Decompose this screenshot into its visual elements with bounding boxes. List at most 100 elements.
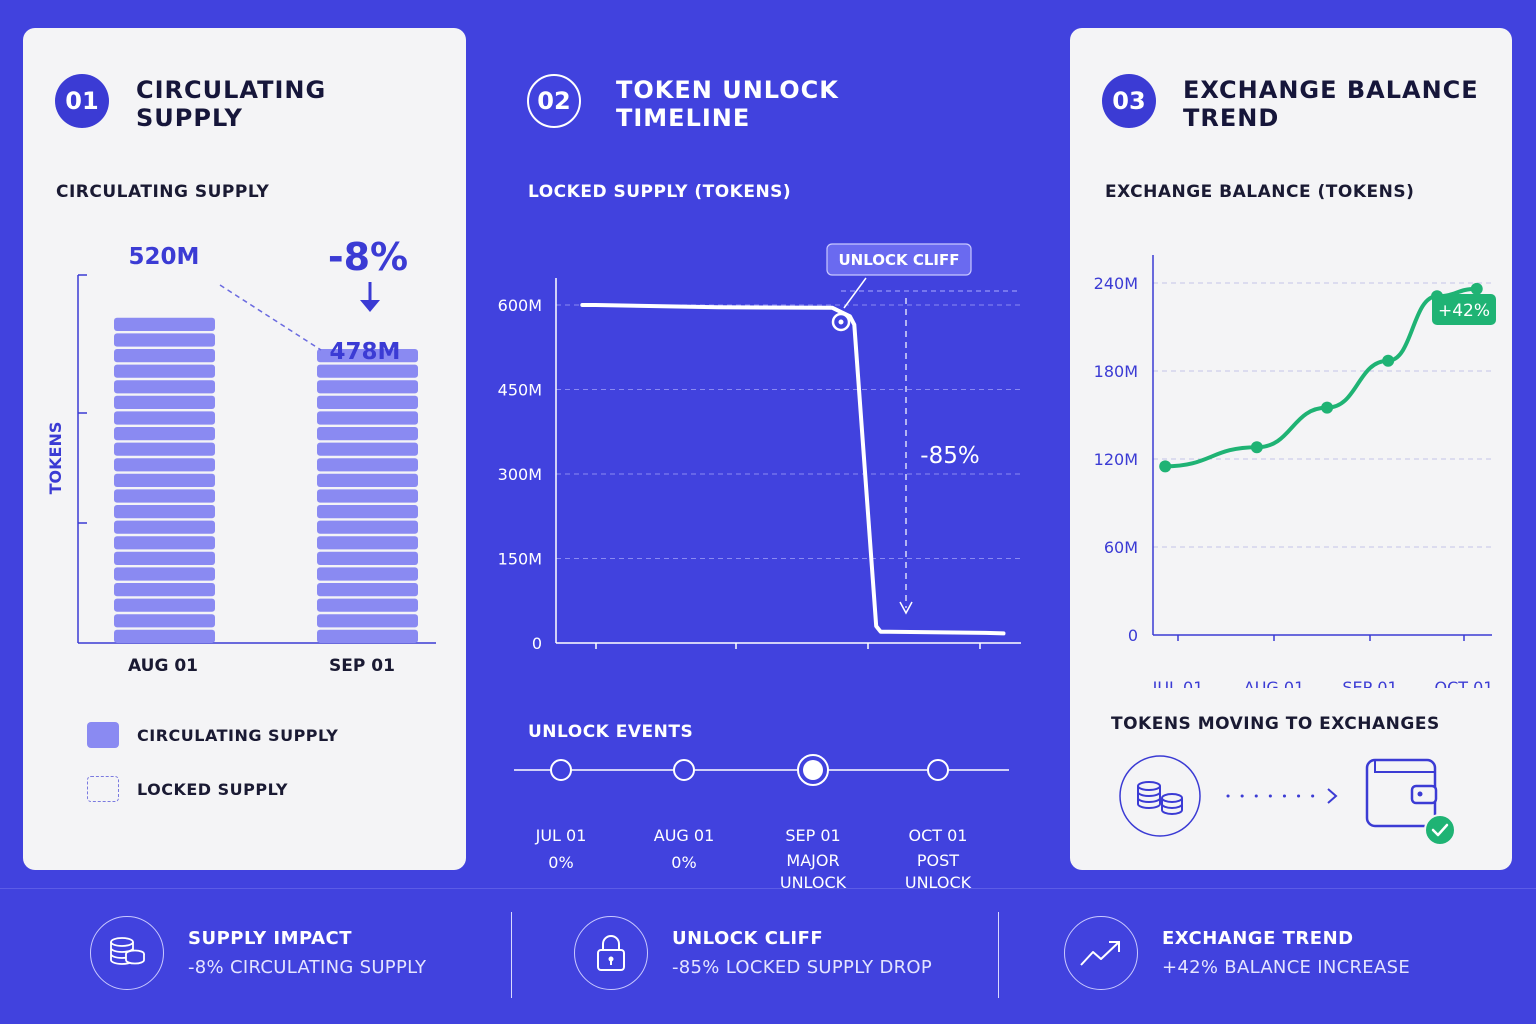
data-point — [1159, 460, 1172, 473]
change-label: -8% — [328, 235, 408, 279]
circulating-supply-bar-chart: TOKENS 520M 478M -8% AUG 01 SEP 01 — [46, 235, 436, 676]
data-point — [1470, 282, 1483, 295]
panel-title-line: CIRCULATING — [136, 76, 327, 104]
panel-number: 02 — [527, 74, 581, 128]
cliff-callout-line — [843, 277, 867, 309]
footer-title: EXCHANGE TREND — [1162, 928, 1354, 949]
x-tick-label: AUG 01 — [1244, 678, 1305, 688]
event-note: 0% — [671, 853, 697, 872]
y-tick-label: 600M — [498, 296, 542, 315]
unlock-event-label: AUG 01 0% — [624, 825, 744, 874]
panel-title-line: TREND — [1183, 104, 1280, 132]
drop-percent-label: -85% — [920, 443, 979, 469]
cliff-callout-box — [826, 243, 972, 276]
y-tick-label: 150M — [498, 550, 542, 569]
x-tick-label: SEP 01 — [1342, 678, 1397, 688]
x-tick-label: OCT 01 — [1435, 678, 1494, 688]
exchange-balance-line — [1163, 286, 1479, 469]
y-tick-label: 450M — [498, 381, 542, 400]
event-date: AUG 01 — [653, 826, 715, 845]
footer-item-exchange-trend: EXCHANGE TREND +42% BALANCE INCREASE — [1064, 916, 1410, 990]
panel-title-line: TOKEN UNLOCK — [616, 76, 839, 104]
legend-item-locked: LOCKED SUPPLY — [87, 776, 288, 802]
connector-line — [219, 284, 322, 351]
chart-subhead: EXCHANGE BALANCE (TOKENS) — [1105, 182, 1415, 202]
cliff-callout-label: UNLOCK CLIFF — [838, 251, 959, 269]
x-tick-label: SEP 01 — [329, 656, 395, 676]
y-tick-label: 60M — [1104, 538, 1138, 557]
event-date: JUL 01 — [535, 826, 587, 845]
footer-separator — [511, 912, 512, 998]
cliff-marker-dot — [838, 319, 844, 325]
event-date: OCT 01 — [908, 826, 968, 845]
panel-title: TOKEN UNLOCK TIMELINE — [616, 76, 839, 132]
exchange-flow-diagram — [1119, 755, 1456, 846]
coins-icon — [1119, 755, 1201, 837]
panel-number: 03 — [1102, 74, 1156, 128]
footer-separator — [998, 912, 999, 998]
event-note: UNLOCK — [904, 873, 972, 892]
y-tick-label: 0 — [1128, 626, 1138, 645]
unlock-events-timeline — [514, 754, 1009, 786]
panel-title-line: SUPPLY — [136, 104, 243, 132]
event-date: SEP 01 — [785, 826, 841, 845]
unlock-event-label: SEP 01 MAJOR UNLOCK — [753, 825, 873, 894]
unlock-event-label: JUL 01 0% — [501, 825, 621, 874]
circulating-supply-panel: 01 CIRCULATING SUPPLY CIRCULATING SUPPLY… — [23, 28, 466, 870]
footer-subtitle: -85% LOCKED SUPPLY DROP — [672, 957, 933, 978]
x-tick-label: JUL 01 — [1152, 678, 1204, 688]
legend-label: LOCKED SUPPLY — [137, 779, 288, 799]
lock-icon — [574, 916, 648, 990]
panel-title-line: TIMELINE — [616, 104, 751, 132]
wallet-icon — [1365, 758, 1438, 828]
panel-number: 01 — [55, 74, 109, 128]
chart-subhead: CIRCULATING SUPPLY — [56, 182, 270, 202]
event-note: MAJOR — [786, 851, 840, 870]
exchange-flow-title: TOKENS MOVING TO EXCHANGES — [1111, 714, 1440, 734]
locked-supply-line — [580, 303, 1006, 636]
footer-title: SUPPLY IMPACT — [188, 928, 352, 949]
coins-icon — [90, 916, 164, 990]
unlock-events-title: UNLOCK EVENTS — [528, 722, 694, 742]
panel-title-line: EXCHANGE BALANCE — [1183, 76, 1479, 104]
flow-arrow-head — [1327, 788, 1338, 804]
footer-item-unlock-cliff: UNLOCK CLIFF -85% LOCKED SUPPLY DROP — [574, 916, 932, 990]
y-tick-label: 120M — [1094, 450, 1138, 469]
exchange-balance-panel: 03 EXCHANGE BALANCE TREND EXCHANGE BALAN… — [1070, 28, 1512, 870]
event-note: POST — [916, 851, 960, 870]
footer-divider — [0, 888, 1536, 889]
y-tick-label: 180M — [1094, 362, 1138, 381]
data-point — [1321, 401, 1334, 414]
chart-subhead: LOCKED SUPPLY (TOKENS) — [528, 182, 792, 202]
footer-subtitle: -8% CIRCULATING SUPPLY — [188, 957, 427, 978]
bar-value-label: 520M — [129, 244, 200, 270]
exchange-balance-line-chart: 0 60M 120M 180M 240M JUL 01 AUG 01 SEP 01 OCT 0… — [1094, 255, 1496, 688]
increase-badge — [1432, 294, 1496, 325]
y-tick-label: 240M — [1094, 274, 1138, 293]
timeline-node — [673, 759, 695, 781]
trend-up-icon — [1064, 916, 1138, 990]
panel-title: EXCHANGE BALANCE TREND — [1183, 76, 1479, 132]
bar-value-label: 478M — [330, 339, 401, 365]
check-icon — [1424, 814, 1456, 846]
bar — [114, 317, 215, 643]
x-tick-label: AUG 01 — [128, 656, 198, 676]
event-note: UNLOCK — [779, 873, 847, 892]
panel-title: CIRCULATING SUPPLY — [136, 76, 326, 132]
down-arrow-icon — [360, 282, 380, 312]
footer-item-supply-impact: SUPPLY IMPACT -8% CIRCULATING SUPPLY — [90, 916, 426, 990]
timeline-node — [927, 759, 949, 781]
token-unlock-panel: 02 TOKEN UNLOCK TIMELINE LOCKED SUPPLY (… — [486, 28, 1046, 892]
legend-item-circulating: CIRCULATING SUPPLY — [87, 722, 338, 748]
timeline-node — [550, 759, 572, 781]
unlock-event-label: OCT 01 POST UNLOCK — [878, 825, 998, 894]
footer-title: UNLOCK CLIFF — [672, 928, 824, 949]
timeline-node-major-core — [803, 760, 823, 780]
event-note: 0% — [548, 853, 574, 872]
y-axis-label: TOKENS — [46, 422, 65, 495]
legend-swatch — [87, 722, 119, 748]
y-tick-label: 0 — [532, 634, 542, 653]
bar — [317, 349, 418, 643]
increase-badge-label: +42% — [1438, 301, 1490, 321]
